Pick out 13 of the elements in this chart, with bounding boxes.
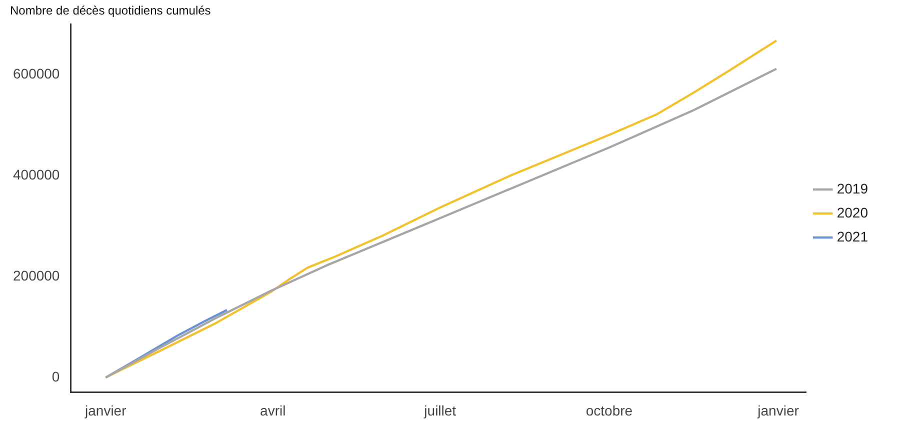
x-tick-label: janvier bbox=[84, 402, 127, 418]
legend-label: 2021 bbox=[836, 228, 868, 244]
y-tick-label: 400000 bbox=[13, 166, 60, 183]
x-tick-label: juillet bbox=[423, 402, 456, 418]
x-tick-label: janvier bbox=[756, 402, 800, 418]
y-tick-label: 200000 bbox=[13, 268, 60, 284]
legend-label: 2020 bbox=[836, 204, 868, 220]
y-tick-label: 600000 bbox=[13, 66, 60, 82]
chart-title: Nombre de décès quotidiens cumulés bbox=[10, 4, 211, 18]
y-tick-label: 0 bbox=[52, 368, 60, 384]
legend-label: 2019 bbox=[836, 180, 868, 196]
x-tick-label: octobre bbox=[586, 402, 633, 418]
x-tick-label: avril bbox=[260, 402, 286, 418]
